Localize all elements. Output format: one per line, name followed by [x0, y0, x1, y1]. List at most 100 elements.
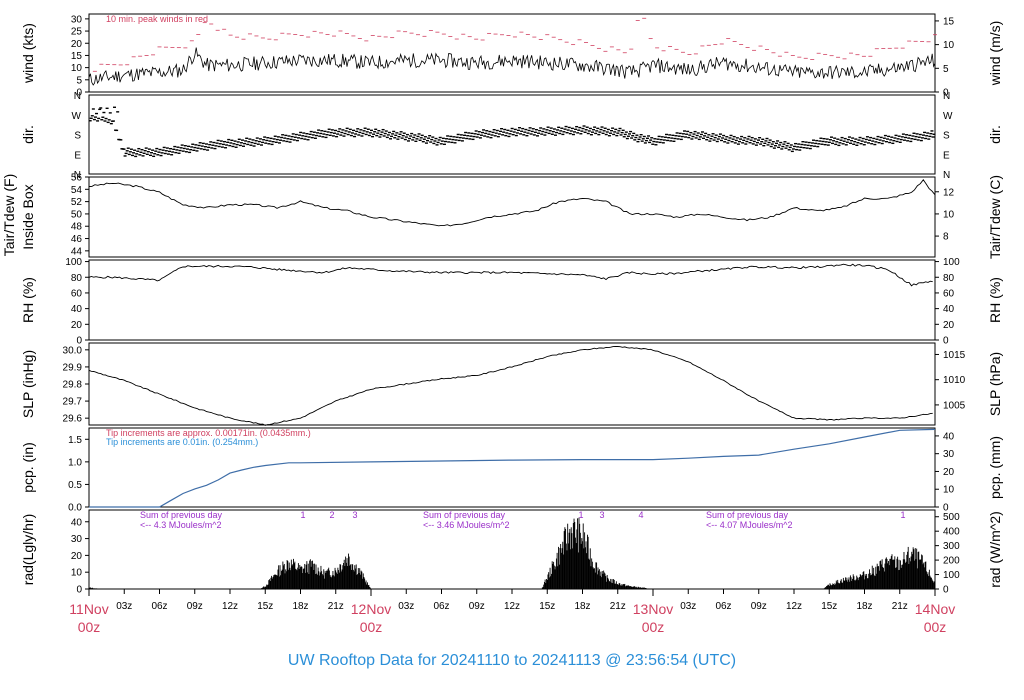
rh-left-tick-label: 60	[71, 288, 83, 299]
x-hour-label: 12z	[786, 601, 802, 612]
rad-marker: 4	[638, 510, 643, 520]
rad-left-tick-label: 0	[76, 585, 82, 596]
x-hour-label: 15z	[257, 601, 273, 612]
pcp-ylabel-right: pcp. (mm)	[987, 436, 1003, 499]
wind-ylabel-left: wind (kts)	[20, 23, 36, 84]
dir-ylabel-right: dir.	[987, 125, 1003, 144]
wind-ylabel-right: wind (m/s)	[987, 21, 1003, 87]
slp-left-tick-label: 29.9	[63, 362, 83, 373]
rad-day-sum-title: Sum of previous day	[706, 510, 789, 520]
x-hour-label: 18z	[292, 601, 308, 612]
dir-right-tick-label: N	[943, 91, 950, 102]
pcp-right-tick-label: 30	[943, 449, 955, 460]
rh-left-tick-label: 80	[71, 273, 83, 284]
rad-right-tick-label: 500	[943, 512, 960, 523]
x-hour-label: 06z	[151, 601, 167, 612]
wind-left-tick-label: 30	[71, 14, 83, 25]
slp-ylabel-left: SLP (inHg)	[20, 350, 36, 418]
temp-left-tick-label: 52	[71, 197, 83, 208]
pcp-left-tick-label: 1.5	[68, 435, 82, 446]
slp-panel-frame	[88, 342, 936, 426]
rad-left-tick-label: 40	[71, 517, 83, 528]
rad-marker: 3	[599, 510, 604, 520]
x-hour-label: 15z	[539, 601, 555, 612]
temp-panel-frame	[88, 176, 936, 258]
dir-right-tick-label: E	[943, 150, 950, 161]
chart-title: UW Rooftop Data for 20241110 to 20241113…	[288, 652, 736, 669]
temp-left-tick-label: 56	[71, 173, 83, 184]
x-hour-label: 09z	[751, 601, 767, 612]
temp-left-tick-label: 54	[71, 185, 83, 196]
rad-left-tick-label: 20	[71, 551, 83, 562]
rh-right-tick-label: 20	[943, 320, 955, 331]
rh-ylabel-left: RH (%)	[20, 277, 36, 323]
slp-left-tick-label: 29.7	[63, 397, 83, 408]
wind-left-tick-label: 15	[71, 51, 83, 62]
x-day-label: 12Nov	[351, 601, 391, 617]
pcp-right-tick-label: 40	[943, 431, 955, 442]
temp-left-tick-label: 46	[71, 234, 83, 245]
x-hour-label: 06z	[433, 601, 449, 612]
rad-marker: 1	[300, 510, 305, 520]
x-day-time: 00z	[360, 619, 383, 635]
x-day-time: 00z	[78, 619, 101, 635]
wind-left-tick-label: 5	[76, 75, 82, 86]
slp-left-tick-label: 30.0	[63, 345, 83, 356]
temp-right-tick-label: 12	[943, 187, 955, 198]
dir-right-tick-label: N	[943, 170, 950, 181]
rad-ylabel-right: rad (W/m^2)	[987, 511, 1003, 588]
temp-left-tick-label: 44	[71, 246, 83, 257]
pcp-series-line	[89, 428, 936, 508]
temp-left-tick-label: 48	[71, 222, 83, 233]
wind-right-tick-label: 0	[943, 88, 949, 99]
dir-right-tick-label: W	[943, 111, 953, 122]
pcp-right-tick-label: 0	[943, 503, 949, 514]
rad-right-tick-label: 300	[943, 541, 960, 552]
wind-right-tick-label: 5	[943, 64, 949, 75]
slp-ylabel-right: SLP (hPa)	[987, 352, 1003, 416]
slp-right-tick-label: 1005	[943, 400, 966, 411]
dir-left-tick-label: E	[74, 150, 81, 161]
wind-panel-frame	[88, 13, 936, 93]
rh-left-tick-label: 20	[71, 320, 83, 331]
x-hour-label: 03z	[116, 601, 132, 612]
rad-day-sum-value: <-- 3.46 MJoules/m^2	[423, 520, 510, 530]
rad-left-tick-label: 30	[71, 534, 83, 545]
pcp-note-2: Tip increments are 0.01in. (0.254mm.)	[106, 437, 258, 447]
rad-day-sum-title: Sum of previous day	[423, 510, 506, 520]
rad-day-sum-value: <-- 4.07 MJoules/m^2	[706, 520, 793, 530]
dir-right-tick-label: S	[943, 131, 950, 142]
slp-right-tick-label: 1010	[943, 375, 966, 386]
pcp-left-tick-label: 0.0	[68, 503, 82, 514]
pcp-note-1: Tip increments are approx. 0.00171in. (0…	[106, 428, 311, 438]
x-hour-label: 15z	[821, 601, 837, 612]
slp-series-line	[88, 346, 933, 426]
x-hour-label: 18z	[574, 601, 590, 612]
rad-ylabel-left: rad(Lgly/hr)	[20, 514, 36, 586]
wind-left-tick-label: 25	[71, 27, 83, 38]
x-hour-label: 06z	[715, 601, 731, 612]
temp-ylabel-left: Tair/Tdew (F)	[1, 174, 17, 256]
dir-left-tick-label: W	[72, 111, 82, 122]
rh-series-line	[88, 263, 933, 287]
wind-right-tick-label: 15	[943, 16, 955, 27]
rad-right-tick-label: 100	[943, 570, 960, 581]
x-day-label: 11Nov	[69, 601, 108, 617]
dir-left-tick-label: S	[74, 131, 81, 142]
wind-left-tick-label: 10	[71, 63, 83, 74]
x-day-time: 00z	[924, 619, 947, 635]
pcp-right-tick-label: 10	[943, 485, 955, 496]
rh-right-tick-label: 40	[943, 304, 955, 315]
rad-right-tick-label: 400	[943, 527, 960, 538]
pcp-left-tick-label: 0.5	[68, 480, 82, 491]
rad-day-sum-value: <-- 4.3 MJoules/m^2	[140, 520, 222, 530]
x-hour-label: 18z	[856, 601, 872, 612]
rh-left-tick-label: 40	[71, 304, 83, 315]
rh-right-tick-label: 60	[943, 288, 955, 299]
rh-left-tick-label: 100	[65, 257, 82, 268]
dir-ylabel-left: dir.	[20, 125, 36, 144]
wind-left-tick-label: 20	[71, 39, 83, 50]
x-hour-label: 21z	[328, 601, 344, 612]
x-hour-label: 03z	[398, 601, 414, 612]
